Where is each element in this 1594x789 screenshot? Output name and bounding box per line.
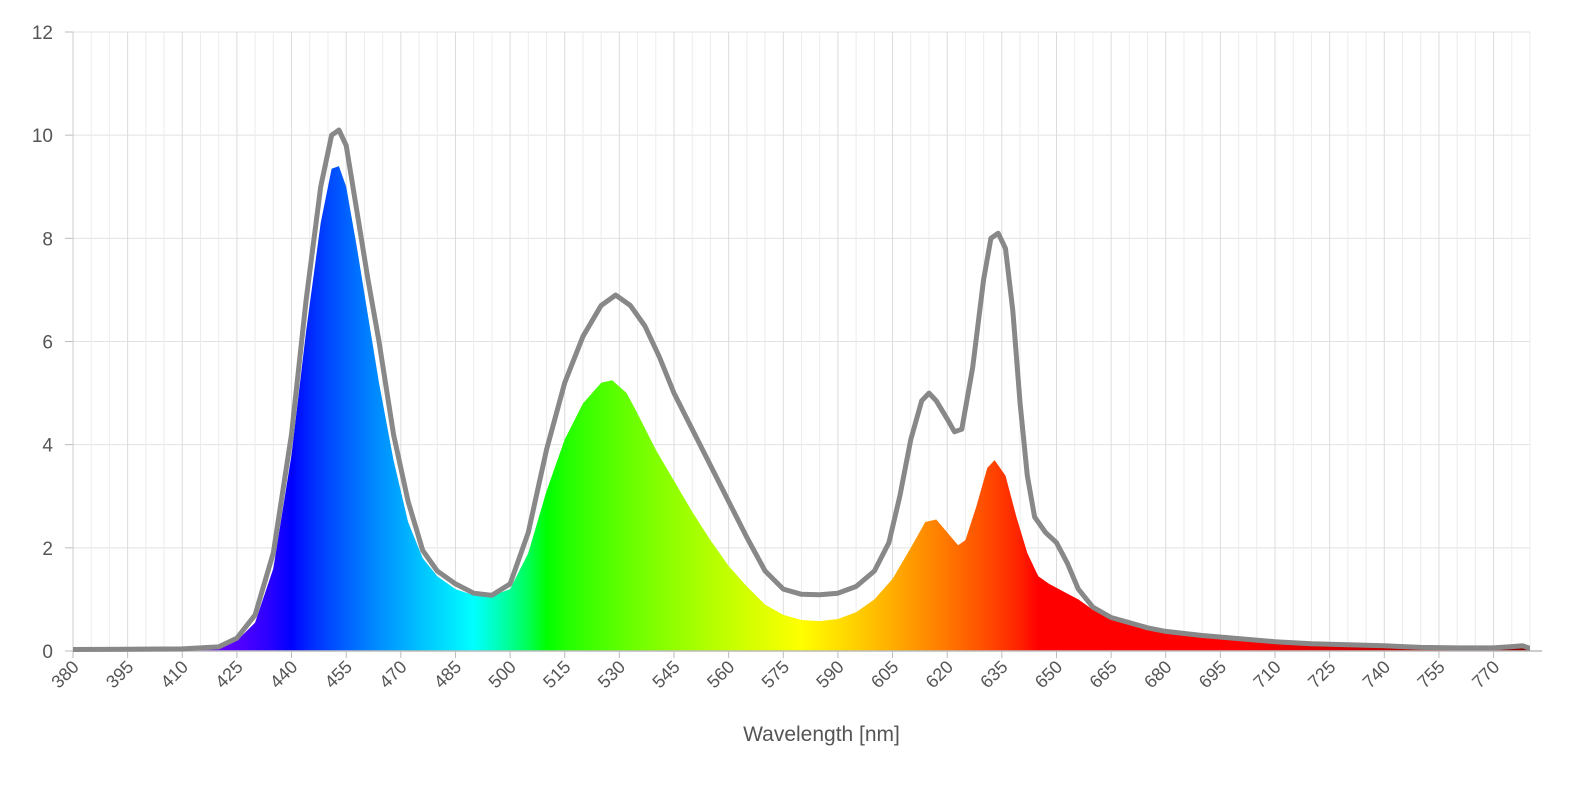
x-tick-label: 635 bbox=[976, 657, 1011, 692]
y-tick-label: 6 bbox=[42, 333, 53, 354]
x-tick-label: 530 bbox=[594, 657, 629, 692]
x-tick-label: 650 bbox=[1031, 657, 1066, 692]
y-tick-label: 2 bbox=[42, 539, 53, 560]
x-tick-label: 620 bbox=[922, 657, 957, 692]
x-tick-label: 425 bbox=[211, 657, 246, 692]
x-tick-label: 470 bbox=[375, 657, 410, 692]
x-tick-label: 590 bbox=[812, 657, 847, 692]
x-tick-label: 455 bbox=[321, 657, 356, 692]
x-axis-label: Wavelength [nm] bbox=[743, 723, 900, 746]
x-tick-label: 755 bbox=[1413, 657, 1448, 692]
reference-line-series bbox=[73, 127, 1530, 652]
x-tick-label: 440 bbox=[266, 657, 301, 692]
y-tick-label: 0 bbox=[42, 642, 53, 663]
x-tick-label: 575 bbox=[758, 657, 793, 692]
x-tick-label: 515 bbox=[539, 657, 574, 692]
reference-line-layer bbox=[73, 127, 1530, 652]
spectral-area-layer bbox=[73, 166, 1530, 651]
x-tick-label: 740 bbox=[1359, 657, 1394, 692]
y-tick-label: 4 bbox=[42, 436, 53, 457]
y-tick-label: 8 bbox=[42, 229, 53, 250]
x-tick-label: 710 bbox=[1249, 657, 1284, 692]
x-tick-label: 395 bbox=[102, 657, 137, 692]
x-tick-label: 680 bbox=[1140, 657, 1175, 692]
y-tick-label: 12 bbox=[32, 23, 53, 44]
x-tick-label: 725 bbox=[1304, 657, 1339, 692]
spectral-area-series bbox=[73, 166, 1530, 651]
x-tick-label: 770 bbox=[1468, 657, 1503, 692]
x-tick-label: 695 bbox=[1195, 657, 1230, 692]
axes bbox=[65, 31, 1542, 658]
y-tick-label: 10 bbox=[32, 126, 53, 147]
x-tick-label: 410 bbox=[157, 657, 192, 692]
x-tick-label: 665 bbox=[1086, 657, 1121, 692]
x-tick-label: 485 bbox=[430, 657, 465, 692]
x-tick-label: 500 bbox=[485, 657, 520, 692]
x-tick-label: 545 bbox=[648, 657, 683, 692]
x-tick-label: 560 bbox=[703, 657, 738, 692]
x-tick-label: 605 bbox=[867, 657, 902, 692]
